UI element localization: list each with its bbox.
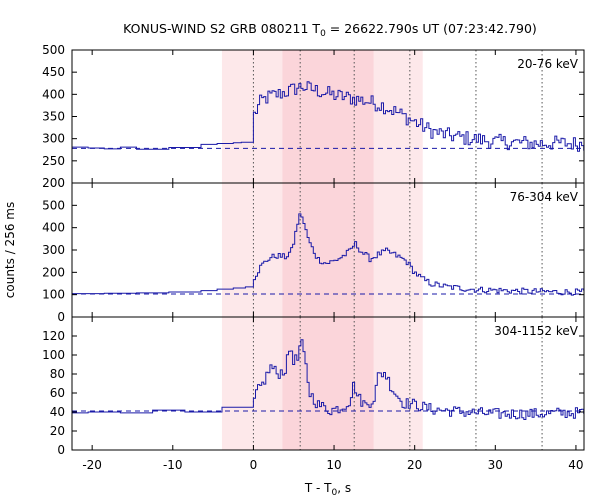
x-tick-label: 30: [488, 458, 503, 472]
light-curve: [72, 81, 585, 152]
x-axis-label: T - T0, s: [304, 481, 351, 498]
y-tick-label: 450: [42, 65, 65, 79]
shaded-interval-1: [282, 50, 374, 450]
panel-1: 76-304 keV 0 100 200 300 400 500: [42, 182, 585, 324]
y-tick-label: 0: [57, 443, 65, 457]
light-curve: [72, 339, 585, 420]
y-tick-label: 250: [42, 154, 65, 168]
y-tick-label: 300: [42, 243, 65, 257]
band-label: 20-76 keV: [517, 57, 579, 71]
x-tick-label: -20: [82, 458, 102, 472]
panel-2: 304-1152 keV 0 20 40 60 80 100 120: [42, 316, 585, 457]
y-tick-label: 400: [42, 87, 65, 101]
y-tick-label: 100: [42, 288, 65, 302]
x-tick-label: -10: [163, 458, 183, 472]
y-tick-label: 60: [50, 386, 65, 400]
y-tick-label: 100: [42, 348, 65, 362]
band-label: 76-304 keV: [510, 190, 579, 204]
y-tick-label: 400: [42, 221, 65, 235]
chart-title: KONUS-WIND S2 GRB 080211 T0 = 26622.790s…: [123, 21, 537, 39]
x-tick-label: 20: [407, 458, 422, 472]
y-tick-label: 40: [50, 405, 65, 419]
light-curve: [72, 213, 585, 296]
y-tick-label: 200: [42, 176, 65, 190]
y-axis-label: counts / 256 ms: [3, 202, 17, 298]
y-tick-label: 0: [57, 310, 65, 324]
y-tick-label: 20: [50, 424, 65, 438]
y-tick-label: 200: [42, 265, 65, 279]
y-tick-label: 500: [42, 43, 65, 57]
x-tick-label: 0: [250, 458, 258, 472]
y-tick-label: 500: [42, 198, 65, 212]
panel-0: 20-76 keV 200 250 300 350 400 450 500: [42, 43, 585, 190]
y-tick-label: 120: [42, 329, 65, 343]
y-tick-label: 350: [42, 110, 65, 124]
y-tick-label: 300: [42, 132, 65, 146]
x-tick-label: 10: [326, 458, 341, 472]
y-tick-label: 80: [50, 367, 65, 381]
x-tick-label: 40: [568, 458, 583, 472]
panel-frame: [71, 316, 585, 451]
band-label: 304-1152 keV: [494, 324, 578, 338]
